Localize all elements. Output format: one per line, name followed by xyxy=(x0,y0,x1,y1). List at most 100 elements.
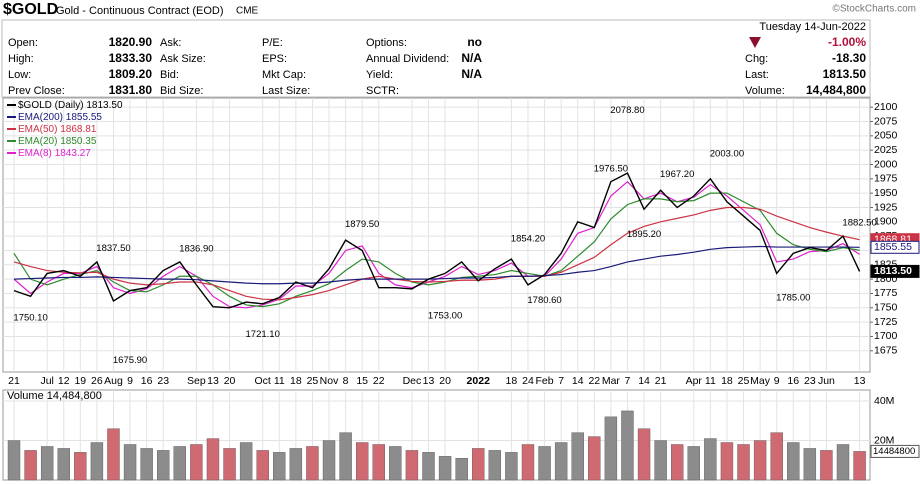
x-tick-label: 16 xyxy=(787,375,799,387)
y-tick-label: 1750 xyxy=(874,302,898,314)
y-tick-label: 1900 xyxy=(874,216,898,228)
volume-bar xyxy=(836,444,850,481)
price-line xyxy=(13,172,861,309)
x-tick-label: 13 xyxy=(207,375,219,387)
volume-bar xyxy=(803,448,817,481)
volume-bar xyxy=(289,448,303,481)
field-value: 1820.90 xyxy=(109,35,153,49)
x-tick-label: Dec xyxy=(403,375,422,387)
volume-bar xyxy=(820,450,833,481)
volume-bar xyxy=(787,442,800,481)
x-tick-label: 18 xyxy=(721,375,733,387)
field-label: SCTR: xyxy=(366,85,399,97)
volume-bar xyxy=(604,416,618,481)
volume-bar xyxy=(322,440,336,481)
change-percent: -1.00% xyxy=(828,35,866,49)
legend-value: 1868.81 xyxy=(60,124,97,135)
volume-bar xyxy=(737,444,750,481)
field-label: Chg: xyxy=(745,53,768,65)
volume-bar xyxy=(273,452,286,481)
volume-bar xyxy=(720,442,734,481)
x-tick-label: Oct xyxy=(255,375,271,387)
volume-bar xyxy=(687,446,700,481)
volume-bar xyxy=(488,450,502,481)
last-value-box xyxy=(870,444,920,458)
volume-bar xyxy=(7,440,21,481)
field-label: Volume: xyxy=(745,85,785,97)
x-tick-label: Nov xyxy=(320,375,339,387)
x-tick-label: 24 xyxy=(522,375,534,387)
volume-bar xyxy=(571,432,584,481)
volume-bar xyxy=(140,448,153,481)
y-tick-label: 40M xyxy=(874,395,894,407)
volume-bar xyxy=(74,452,87,481)
volume-bar xyxy=(306,446,319,481)
volume-bar xyxy=(90,442,104,481)
field-label: Yield: xyxy=(366,69,393,81)
volume-bar xyxy=(704,438,717,481)
legend-entry: $GOLD (Daily) 1813.50 xyxy=(18,100,123,111)
last-value-box xyxy=(870,240,920,254)
price-panel xyxy=(2,97,871,373)
volume-bar xyxy=(853,451,866,481)
field-label: Last: xyxy=(745,69,769,81)
x-tick-label: 12 xyxy=(58,375,70,387)
y-tick-label: 1725 xyxy=(874,316,898,328)
x-tick-label: Mar xyxy=(602,375,621,387)
legend-name: EMA(8) xyxy=(18,148,52,159)
field-label: P/E: xyxy=(262,37,283,49)
field-label: Options: xyxy=(366,37,407,49)
legend-name: EMA(20) xyxy=(18,136,57,147)
legend-value: 1850.35 xyxy=(60,136,97,147)
legend-entry: EMA(200) 1855.55 xyxy=(18,112,102,123)
price-annotation: 1854.20 xyxy=(511,234,545,245)
volume-bar xyxy=(654,440,667,481)
field-label: High: xyxy=(8,53,34,65)
volume-bar xyxy=(339,432,352,481)
x-tick-label: 21 xyxy=(8,375,20,387)
price-annotation: 1837.50 xyxy=(96,243,130,254)
y-tick-label: 1700 xyxy=(874,330,898,342)
x-tick-label: 11 xyxy=(274,375,285,387)
x-tick-label: 13 xyxy=(423,375,435,387)
date: Tuesday 14-Jun-2022 xyxy=(759,21,866,33)
volume-bar xyxy=(770,432,783,481)
field-value: 14,484,800 xyxy=(806,83,866,97)
watermark: ©StockCharts.com xyxy=(832,4,916,15)
volume-bar xyxy=(355,442,369,481)
volume-bar xyxy=(538,446,551,481)
last-value-box xyxy=(870,264,920,278)
x-tick-label: Feb xyxy=(536,375,554,387)
y-tick-label: 2075 xyxy=(874,115,898,127)
field-label: Open: xyxy=(8,37,38,49)
x-tick-label: 9 xyxy=(127,375,133,387)
volume-bar xyxy=(24,450,37,481)
price-annotation: 1976.50 xyxy=(594,163,628,174)
volume-bar xyxy=(239,442,253,481)
volume-bar xyxy=(123,444,137,481)
legend-name: $GOLD (Daily) xyxy=(18,100,84,111)
volume-bar xyxy=(206,438,220,481)
x-tick-label: Apr xyxy=(686,375,703,387)
field-value: 1813.50 xyxy=(823,67,867,81)
price-annotation: 2003.00 xyxy=(710,148,744,159)
legend-entry: EMA(20) 1850.35 xyxy=(18,136,97,147)
field-value: 1831.80 xyxy=(109,83,153,97)
x-tick-label: 16 xyxy=(141,375,153,387)
y-tick-label: 2000 xyxy=(874,158,898,170)
field-value: -18.30 xyxy=(832,51,866,65)
legend-value: 1843.27 xyxy=(55,148,92,159)
x-tick-label: 22 xyxy=(588,375,600,387)
y-tick-label: 1925 xyxy=(874,201,898,213)
field-value: 1809.20 xyxy=(109,67,153,81)
volume-panel xyxy=(2,389,871,481)
field-value: no xyxy=(467,35,482,49)
price-annotation: 1785.00 xyxy=(776,292,810,303)
x-tick-label: 14 xyxy=(572,375,584,387)
field-label: Prev Close: xyxy=(8,85,65,97)
field-label: Annual Dividend: xyxy=(366,53,449,65)
legend-name: Volume xyxy=(7,390,44,402)
volume-bar xyxy=(107,428,120,481)
volume-bar xyxy=(57,448,70,481)
